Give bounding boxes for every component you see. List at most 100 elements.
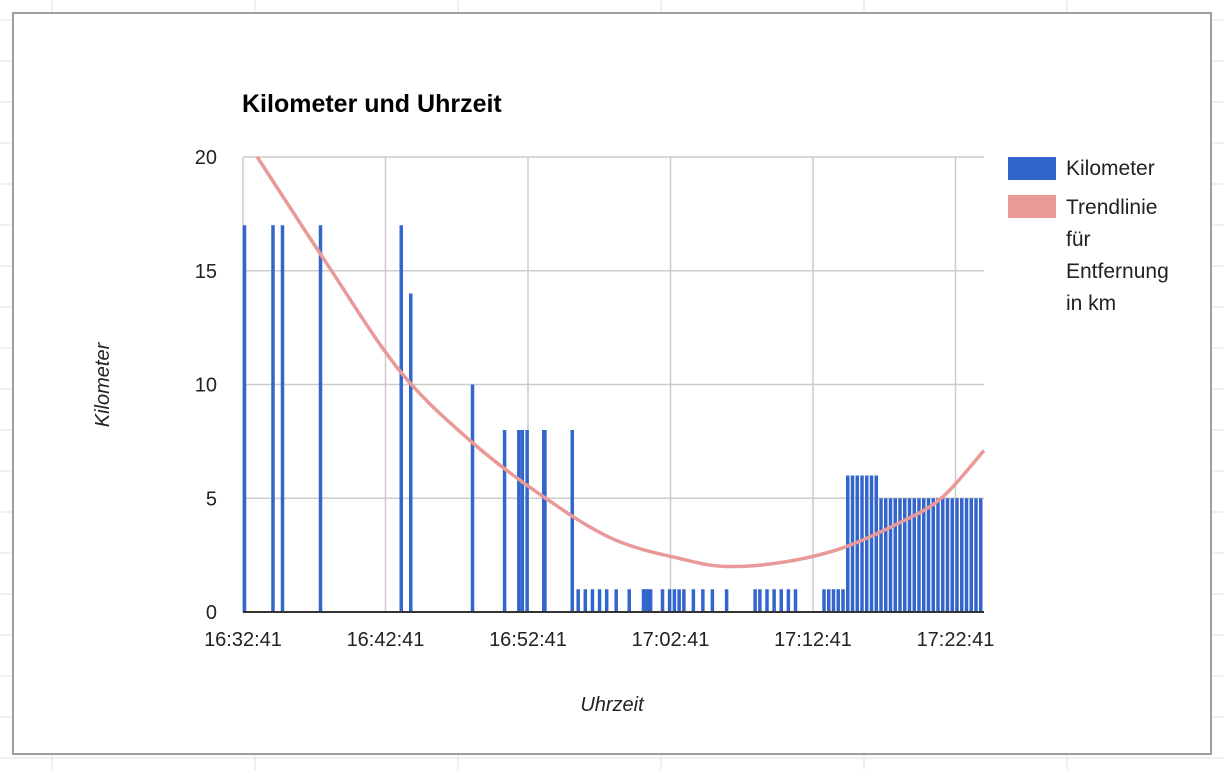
bar[interactable]: [898, 498, 902, 612]
bar[interactable]: [520, 430, 525, 612]
bar[interactable]: [931, 498, 936, 612]
bar[interactable]: [879, 498, 883, 612]
y-axis-title: Kilometer: [92, 341, 114, 427]
bar[interactable]: [912, 498, 917, 612]
bar[interactable]: [517, 430, 521, 612]
bar[interactable]: [945, 498, 950, 612]
bar[interactable]: [926, 498, 931, 612]
bar[interactable]: [950, 498, 955, 612]
bar[interactable]: [793, 589, 798, 612]
bar[interactable]: [860, 475, 864, 613]
chart-container[interactable]: [12, 12, 1212, 755]
legend[interactable]: Kilometer Trendlinie für Entfernung in km: [1008, 157, 1169, 315]
bar[interactable]: [525, 430, 529, 612]
y-tick-label: 15: [195, 261, 217, 283]
x-tick-label: 17:02:41: [632, 629, 710, 651]
y-tick-label: 5: [206, 488, 217, 510]
bar[interactable]: [964, 498, 969, 612]
bar[interactable]: [590, 589, 595, 612]
bar[interactable]: [271, 225, 275, 612]
bar[interactable]: [660, 589, 665, 612]
trendline-series: [255, 156, 986, 569]
x-tick-label: 16:32:41: [204, 629, 282, 651]
bar[interactable]: [583, 589, 588, 612]
bar[interactable]: [667, 589, 672, 612]
legend-label-trendline: für: [1066, 228, 1091, 251]
legend-label-trendline: Entfernung: [1066, 260, 1169, 283]
y-tick-label: 10: [195, 375, 217, 397]
bar[interactable]: [627, 589, 632, 612]
bar[interactable]: [865, 475, 869, 613]
bar[interactable]: [884, 498, 888, 612]
legend-label-trendline: Trendlinie: [1066, 196, 1157, 219]
bar[interactable]: [724, 589, 729, 612]
bar[interactable]: [399, 225, 404, 612]
bar[interactable]: [941, 498, 945, 612]
bar[interactable]: [409, 293, 413, 613]
legend-swatch-trendline: [1008, 195, 1056, 218]
bar[interactable]: [903, 498, 907, 612]
bar[interactable]: [836, 589, 841, 612]
bar[interactable]: [786, 589, 791, 612]
bar[interactable]: [641, 589, 646, 612]
bar[interactable]: [753, 589, 757, 612]
bar[interactable]: [614, 589, 618, 612]
bar[interactable]: [827, 589, 831, 612]
bar[interactable]: [846, 475, 850, 613]
bar[interactable]: [936, 498, 940, 612]
bar[interactable]: [758, 589, 762, 612]
bar[interactable]: [597, 589, 602, 612]
bar[interactable]: [604, 589, 609, 612]
bar-series-kilometer: [242, 225, 983, 613]
legend-label-kilometer: Kilometer: [1066, 157, 1155, 180]
bar[interactable]: [874, 475, 879, 613]
bar[interactable]: [960, 498, 964, 612]
bar[interactable]: [907, 498, 912, 612]
chart-title: Kilometer und Uhrzeit: [242, 90, 502, 118]
bar[interactable]: [893, 498, 898, 612]
legend-swatch-kilometer: [1008, 157, 1056, 180]
x-axis-title: Uhrzeit: [580, 694, 645, 716]
bar[interactable]: [922, 498, 926, 612]
bar[interactable]: [869, 475, 874, 613]
x-tick-label: 16:52:41: [489, 629, 567, 651]
bar[interactable]: [779, 589, 784, 612]
bar[interactable]: [242, 225, 247, 612]
bar[interactable]: [576, 589, 580, 612]
bar[interactable]: [831, 589, 836, 612]
bar[interactable]: [841, 589, 845, 612]
bar[interactable]: [974, 498, 978, 612]
trendline[interactable]: [255, 156, 986, 569]
axes: 0 5 10 15 20 16:32:41 16:42:41 16:52:41 17:02:41…: [195, 147, 995, 651]
bar[interactable]: [979, 498, 983, 612]
bar[interactable]: [672, 589, 677, 612]
bar[interactable]: [710, 589, 715, 612]
bar[interactable]: [570, 430, 575, 612]
bar[interactable]: [701, 589, 705, 612]
bar[interactable]: [644, 589, 648, 612]
bar[interactable]: [917, 498, 921, 612]
x-tick-label: 17:22:41: [917, 629, 995, 651]
bar[interactable]: [682, 589, 686, 612]
x-tick-label: 16:42:41: [347, 629, 425, 651]
bar[interactable]: [691, 589, 696, 612]
legend-label-trendline: in km: [1066, 292, 1116, 315]
bar[interactable]: [822, 589, 826, 612]
bar[interactable]: [646, 589, 651, 612]
bar[interactable]: [955, 498, 959, 612]
bar[interactable]: [470, 384, 475, 613]
bar[interactable]: [502, 430, 507, 612]
bar[interactable]: [677, 589, 681, 612]
bar[interactable]: [772, 589, 776, 612]
y-tick-label: 20: [195, 147, 217, 169]
x-tick-label: 17:12:41: [774, 629, 852, 651]
bar[interactable]: [280, 225, 285, 612]
bar[interactable]: [648, 589, 653, 612]
bar[interactable]: [318, 225, 323, 612]
y-tick-label: 0: [206, 602, 217, 624]
bar[interactable]: [888, 498, 893, 612]
bar[interactable]: [543, 430, 547, 612]
bar[interactable]: [765, 589, 769, 612]
bar[interactable]: [969, 498, 974, 612]
